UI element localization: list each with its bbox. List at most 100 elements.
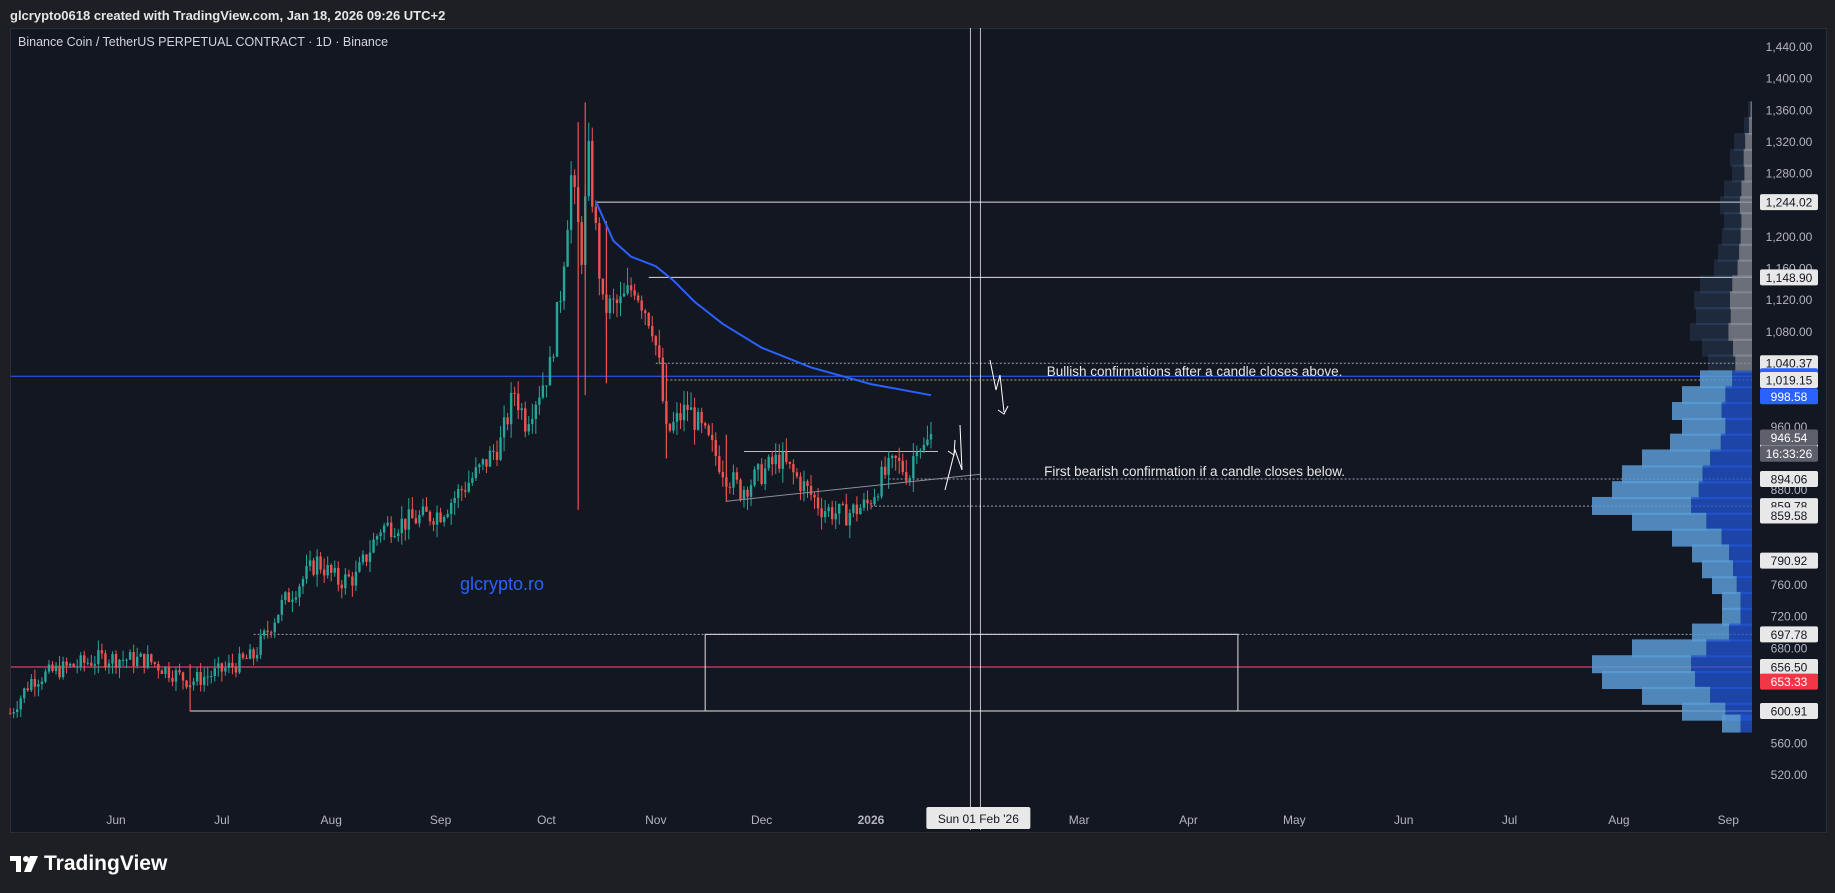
candle-body: [696, 411, 700, 430]
annotation-text: First bearish confirmation if a candle c…: [1044, 464, 1345, 479]
candle-body: [513, 392, 516, 394]
x-tick-label: Jun: [1394, 813, 1413, 827]
candle-body: [485, 459, 488, 467]
x-tick-label: May: [1283, 813, 1306, 827]
volume-profile-bar: [1732, 275, 1752, 294]
chart-panel[interactable]: [10, 28, 1827, 833]
candle-body: [760, 464, 763, 485]
candle-body: [636, 295, 640, 301]
candles: [8, 102, 933, 719]
volume-profile-bar: [1730, 148, 1744, 167]
candle-body: [128, 651, 132, 660]
candle-body: [778, 454, 781, 469]
candle-body: [428, 511, 432, 522]
volume-profile-bar: [1706, 512, 1752, 531]
candle-body: [301, 578, 305, 587]
range-box: [704, 633, 1239, 712]
candle-body: [474, 467, 478, 479]
candle-body: [580, 222, 583, 265]
candle-body: [827, 507, 830, 512]
y-tick-label: 1,080.00: [1766, 325, 1813, 339]
candle-body: [322, 569, 326, 576]
annotations: glcrypto.ro Bullish confirmations after a…: [460, 364, 1345, 594]
x-tick-label: Apr: [1179, 813, 1198, 827]
candle-body: [252, 649, 255, 659]
y-tick-label: 1,200.00: [1766, 230, 1813, 244]
candle-body: [647, 313, 650, 326]
candle-body: [562, 266, 566, 301]
candle-body: [502, 417, 506, 438]
candle-body: [220, 663, 224, 672]
volume-profile-bar: [1737, 259, 1752, 278]
volume-profile-bar: [1712, 576, 1737, 595]
candle-body: [397, 533, 400, 537]
candle-body: [520, 408, 523, 411]
candle-body: [248, 649, 252, 659]
candle-body: [93, 664, 97, 666]
candle-body: [587, 140, 590, 197]
volume-profile-bar: [1710, 449, 1752, 468]
price-badge: [1760, 388, 1818, 405]
level-price-badge: [1760, 702, 1818, 719]
candle-body: [555, 302, 559, 357]
candle-body: [227, 662, 231, 668]
candle-body: [527, 424, 530, 432]
candle-body: [785, 451, 788, 462]
candle-body: [146, 654, 149, 668]
level-price-label: 656.50: [1771, 660, 1808, 674]
volume-profile-bar: [1592, 496, 1692, 515]
candle-body: [199, 671, 202, 685]
candle-body: [453, 498, 456, 503]
x-tick-label: Sep: [430, 813, 452, 827]
candle-body: [379, 532, 382, 536]
candle-body: [488, 450, 492, 467]
candle-body: [139, 653, 142, 657]
candle-body: [231, 662, 234, 667]
candle-body: [372, 539, 375, 553]
candle-body: [160, 670, 164, 675]
candle-body: [658, 345, 661, 358]
ma-line: [594, 200, 932, 397]
level-price-label: 1,040.37: [1766, 357, 1813, 371]
volume-profile-bar: [1602, 671, 1695, 690]
candle-body: [19, 698, 22, 710]
candle-body: [83, 655, 86, 663]
candle-body: [347, 574, 351, 577]
candle-body: [61, 661, 65, 678]
candle-body: [65, 661, 68, 666]
candle-body: [594, 206, 598, 223]
level-price-label: 894.06: [1771, 473, 1808, 487]
y-tick-label: 520.00: [1771, 768, 1808, 782]
candle-body: [531, 418, 534, 425]
arrowhead: [947, 439, 956, 456]
volume-profile-bar: [1672, 528, 1722, 547]
price-badge-label: 946.54: [1771, 431, 1808, 445]
y-tick-label: 1,280.00: [1766, 167, 1813, 181]
candle-body: [792, 463, 795, 473]
level-price-label: 697.78: [1771, 628, 1808, 642]
candle-body: [633, 290, 636, 296]
candle-body: [859, 507, 862, 515]
candle-body: [922, 444, 926, 451]
attribution-bar: glcrypto0618 created with TradingView.co…: [0, 0, 1835, 30]
symbol-title[interactable]: Binance Coin / TetherUS PERPETUAL CONTRA…: [18, 35, 389, 49]
candle-body: [319, 556, 322, 570]
price-badge: [1760, 673, 1818, 690]
candle-body: [457, 489, 460, 499]
moving-average: [594, 200, 932, 397]
candle-body: [823, 511, 827, 518]
candle-body: [538, 397, 541, 405]
volume-profile-bar: [1702, 465, 1752, 484]
candle-body: [224, 667, 227, 672]
candle-body: [492, 450, 495, 452]
candle-body: [210, 676, 213, 678]
volume-profile-bar: [1642, 449, 1711, 468]
volume-profile-bar: [1722, 227, 1741, 246]
candle-body: [100, 650, 104, 654]
volume-profile-bar: [1714, 259, 1738, 278]
candle-body: [573, 175, 576, 188]
candle-body: [746, 489, 749, 497]
candle-body: [241, 653, 245, 658]
price-badge-label: 998.58: [1771, 390, 1808, 404]
